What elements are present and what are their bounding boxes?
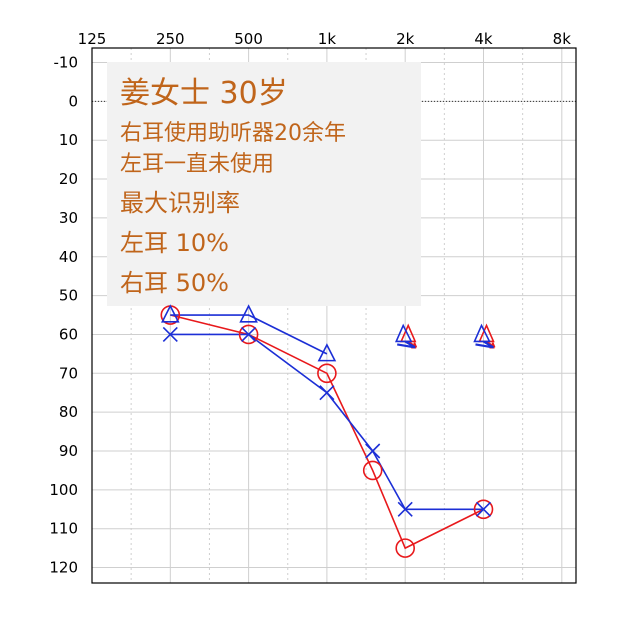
circle-marker <box>395 538 416 558</box>
circle-marker <box>362 460 383 481</box>
y-tick-label: 40 <box>59 248 78 266</box>
triangle-marker <box>239 304 258 323</box>
annotation-line: 姜女士 30岁 <box>120 76 288 111</box>
y-tick-label: 120 <box>49 559 78 577</box>
y-tick-label: 0 <box>68 92 78 110</box>
series-line <box>170 314 328 355</box>
no-response-blue-triangle <box>394 323 413 343</box>
circle-marker <box>473 499 494 520</box>
series <box>160 304 496 558</box>
annotation-line: 左耳一直未使用 <box>120 152 274 177</box>
x-tick-label: 1k <box>318 30 337 48</box>
y-tick-label: 90 <box>59 442 78 460</box>
x-tick-label: 125 <box>78 30 107 48</box>
y-tick-label: -10 <box>54 54 79 72</box>
y-tick-label: 50 <box>59 287 78 305</box>
triangle-marker <box>160 304 180 323</box>
y-tick-label: 20 <box>59 170 78 188</box>
y-tick-label: 70 <box>59 364 78 382</box>
y-tick-label: 30 <box>59 209 78 227</box>
y-tick-label: 100 <box>49 481 78 499</box>
y-tick-label: 60 <box>59 325 78 343</box>
annotation-line: 右耳 50% <box>120 269 229 297</box>
x-tick-label: 250 <box>156 30 185 48</box>
plot-frame <box>91 47 577 584</box>
no-response-red-triangle <box>478 323 495 343</box>
x-tick-label: 2k <box>396 30 415 48</box>
annotation-background <box>107 62 421 306</box>
y-tick-label: 110 <box>49 520 78 538</box>
no-response-blue-triangle <box>473 323 491 343</box>
x-axis-ticks: 125 250 500 1k 2k 4k 8k <box>78 30 572 48</box>
no-response-blue-arrow <box>475 340 495 349</box>
y-tick-label: 80 <box>59 403 78 421</box>
circle-marker <box>317 363 337 384</box>
no-response-blue-arrow <box>397 340 416 349</box>
x-marker <box>397 501 413 517</box>
x-marker <box>319 385 335 401</box>
x-marker <box>162 326 178 343</box>
annotation-line: 右耳使用助听器20余年 <box>120 121 346 146</box>
x-marker <box>475 501 492 517</box>
y-tick-label: 10 <box>59 131 78 149</box>
circle-marker <box>238 324 259 345</box>
no-response-red-triangle <box>399 323 417 343</box>
x-tick-label: 4k <box>474 30 493 48</box>
x-tick-label: 500 <box>234 30 263 48</box>
triangle-marker <box>317 343 337 362</box>
series-line <box>170 333 484 511</box>
x-marker <box>241 326 257 343</box>
annotation-line: 最大识别率 <box>120 189 240 217</box>
x-marker <box>365 443 381 459</box>
x-tick-label: 8k <box>553 30 572 48</box>
annotation-line: 左耳 10% <box>120 229 229 257</box>
y-axis-ticks: -10 0 10 20 30 40 50 60 70 80 90 100 110 120 <box>49 54 78 577</box>
